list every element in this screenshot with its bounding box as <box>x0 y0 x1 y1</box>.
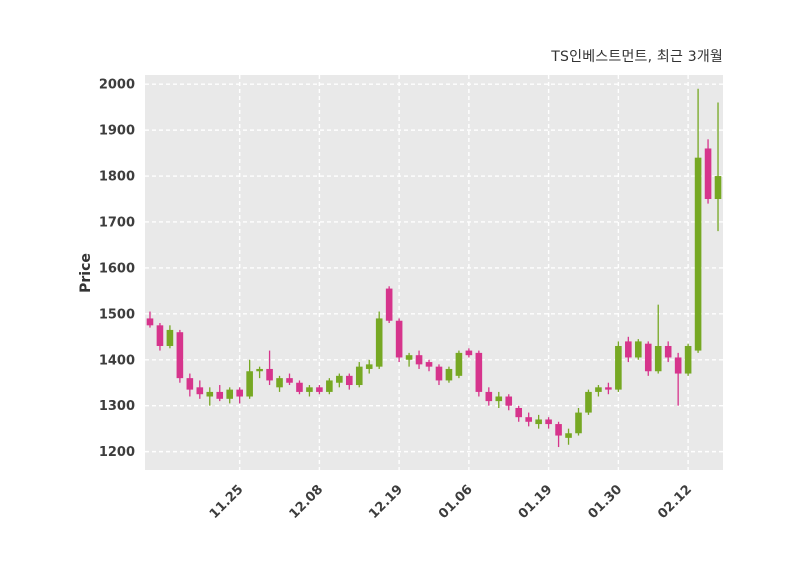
candle-body <box>395 320 403 358</box>
candle-body <box>455 352 463 376</box>
candle-body <box>156 325 164 346</box>
candle-body <box>625 341 632 358</box>
chart-title: TS인베스트먼트, 최근 3개월 <box>551 49 723 65</box>
candle-body <box>485 391 493 402</box>
candle-body <box>286 378 293 383</box>
candle-body <box>176 332 184 379</box>
candle-body <box>375 318 383 367</box>
y-tick-label: 1200 <box>99 445 135 460</box>
candle-body <box>575 412 582 434</box>
candle-body <box>236 389 243 397</box>
candle-body <box>405 355 413 360</box>
candle-body <box>385 288 393 321</box>
candle-body <box>445 368 453 381</box>
candle-body <box>355 366 363 386</box>
candle-body <box>226 389 234 399</box>
x-tick-label: 01.19 <box>516 482 556 522</box>
candle-body <box>565 433 572 438</box>
candle-body <box>674 357 682 374</box>
candle-body <box>206 391 214 397</box>
candle-body <box>316 387 323 392</box>
x-tick-label: 01.06 <box>436 482 476 522</box>
candle-body <box>605 387 612 390</box>
candle-body <box>545 419 552 425</box>
candle-body <box>146 318 154 326</box>
candle-body <box>634 341 642 358</box>
candle-body <box>415 355 423 365</box>
candle-body <box>296 382 303 392</box>
candle-body <box>505 396 513 406</box>
candle-body <box>246 371 253 397</box>
candle-body <box>306 387 313 392</box>
candle-body <box>525 417 532 422</box>
candle-body <box>615 345 622 390</box>
y-tick-label: 2000 <box>99 78 135 93</box>
candle-body <box>585 391 592 413</box>
y-tick-label: 1300 <box>99 399 135 414</box>
candle-body <box>365 364 373 369</box>
candle-body <box>216 391 224 399</box>
x-tick-label: 12.19 <box>366 482 406 522</box>
y-tick-label: 1600 <box>99 261 135 276</box>
candle-body <box>495 396 503 402</box>
y-tick-label: 1900 <box>99 124 135 139</box>
candle-body <box>256 368 263 372</box>
candle-body <box>714 176 722 200</box>
candle-body <box>435 366 443 381</box>
x-tick-label: 01.30 <box>586 482 626 522</box>
candle-body <box>425 362 433 367</box>
candle-body <box>595 387 602 392</box>
candle-body <box>266 368 273 381</box>
y-tick-label: 1800 <box>99 170 135 185</box>
candle-body <box>644 343 652 372</box>
candle-body <box>196 387 204 395</box>
candle-body <box>555 424 562 436</box>
candle-body <box>336 375 343 383</box>
y-axis-label: Price <box>78 253 94 293</box>
candle-body <box>276 378 283 388</box>
candle-body <box>704 148 712 200</box>
candle-body <box>684 345 692 374</box>
candle-body <box>166 329 174 346</box>
candle-body <box>465 350 473 356</box>
candle-body <box>475 352 483 392</box>
candle-body <box>694 157 702 351</box>
y-tick-label: 1500 <box>99 307 135 322</box>
candle-body <box>664 345 672 358</box>
candle-body <box>186 378 194 390</box>
y-tick-label: 1400 <box>99 353 135 368</box>
candle-body <box>515 407 523 418</box>
candle-body <box>345 375 353 386</box>
candle-body <box>654 345 662 372</box>
x-tick-label: 12.08 <box>287 482 327 522</box>
y-tick-label: 1700 <box>99 215 135 230</box>
x-tick-label: 11.25 <box>207 482 247 522</box>
candle-body <box>326 380 333 392</box>
plot-area <box>145 75 723 470</box>
x-tick-label: 02.12 <box>655 482 695 522</box>
candle-body <box>535 419 542 425</box>
